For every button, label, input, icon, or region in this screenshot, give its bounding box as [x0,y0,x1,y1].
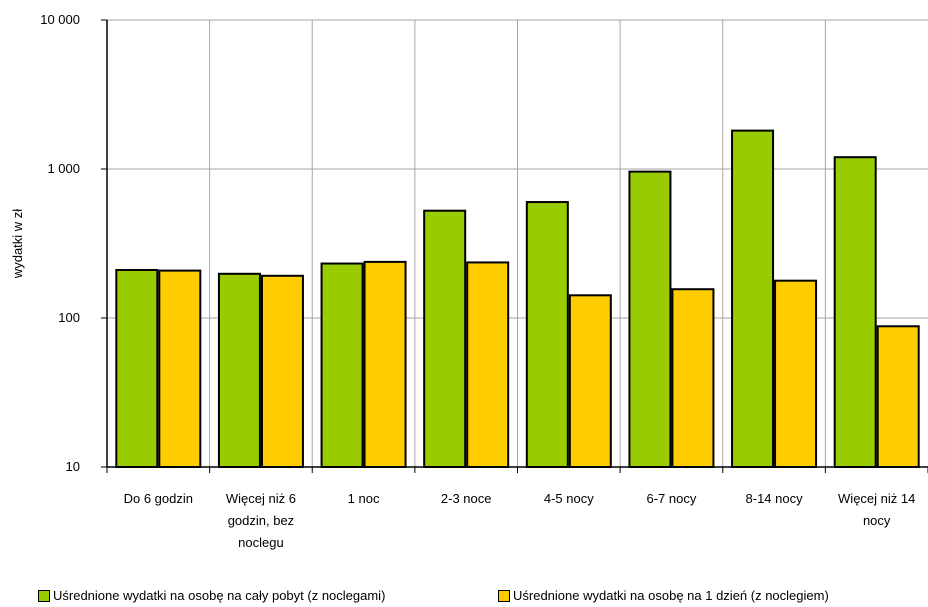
bar-s1-c2 [363,260,407,469]
y-tick-label-0: 10 [66,459,80,474]
x-category-label-5: 6-7 nocy [647,491,697,506]
x-category-label-2: 1 noc [348,491,380,506]
y-tick-label-1: 100 [58,310,80,325]
x-category-label-7: Więcej niż 14 nocy [838,491,915,528]
legend-item-daily: Uśrednione wydatki na osobę na 1 dzień (… [498,588,829,603]
bar-s1-c3 [466,261,510,469]
bar-s1-c7 [876,325,920,469]
bar-s0-c2 [320,262,364,468]
y-tick-label-3: 10 000 [40,12,80,27]
x-category-label-3: 2-3 noce [441,491,492,506]
legend-label-daily: Uśrednione wydatki na osobę na 1 dzień (… [513,588,829,603]
x-category-label-0: Do 6 godzin [124,491,193,506]
legend-swatch-total [38,589,50,602]
bar-s0-c3 [423,209,467,468]
y-axis-title: wydatki w zł [10,209,25,279]
bar-s0-c1 [217,272,261,468]
legend: Uśrednione wydatki na osobę na cały poby… [0,588,928,607]
bar-s0-c4 [525,201,569,469]
bar-s0-c7 [833,156,877,468]
bar-s1-c4 [568,294,612,469]
bar-s0-c6 [731,129,775,468]
legend-item-total: Uśrednione wydatki na osobę na cały poby… [38,588,385,603]
bar-s1-c5 [671,288,715,468]
bar-s0-c0 [115,268,159,468]
x-category-label-6: 8-14 nocy [746,491,804,506]
legend-label-total: Uśrednione wydatki na osobę na cały poby… [53,588,386,603]
x-category-label-4: 4-5 nocy [544,491,594,506]
bar-s1-c0 [158,269,202,468]
bar-s1-c6 [774,279,818,468]
bar-s0-c5 [628,170,672,469]
x-category-label-1: Więcej niż 6 godzin, bez noclegu [226,491,296,550]
bar-s1-c1 [260,274,304,468]
y-tick-label-2: 1 000 [47,161,80,176]
legend-swatch-daily [498,589,510,602]
